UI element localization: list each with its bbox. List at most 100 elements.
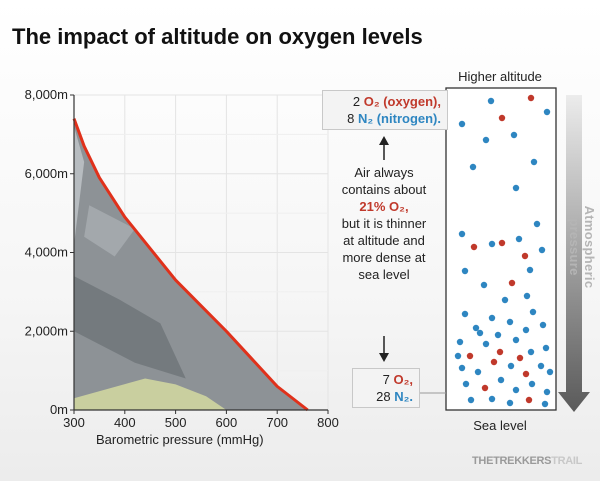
nitrogen-molecule [533,220,541,228]
oxygen-molecule [527,94,535,102]
oxygen-molecule [466,352,474,360]
mountain-fill [74,118,308,410]
oxygen-molecule [498,239,506,247]
nitrogen-molecule [467,396,475,404]
nitrogen-molecule [458,230,466,238]
nitrogen-molecule [523,292,531,300]
nitrogen-molecule [543,388,551,396]
nitrogen-molecule [542,344,550,352]
nitrogen-molecule [454,352,462,360]
nitrogen-molecule [512,184,520,192]
high-altitude-composition: 2 O₂ (oxygen), 8 N₂ (nitrogen). [322,90,448,130]
nitrogen-molecule [541,400,549,408]
x-tick-label: 300 [63,415,85,430]
atmospheric-pressure-label: Atmospheric pressure [567,205,597,289]
pressure-arrow [558,95,590,412]
explainer-text: Air always contains about 21% O₂, but it… [336,164,432,283]
n2-label-high: N₂ (nitrogen). [357,111,441,126]
nitrogen-molecule [510,131,518,139]
oxygen-molecule [522,370,530,378]
o2-count-high: 2 [352,94,361,109]
nitrogen-molecule [461,310,469,318]
nitrogen-molecule [497,376,505,384]
nitrogen-molecule [543,108,551,116]
oxygen-molecule [496,348,504,356]
y-tick-label: 8,000m [25,87,68,102]
oxygen-molecule [490,358,498,366]
arrow-up-head [379,136,389,145]
mountain-ridge [84,205,135,257]
oxygen-molecule [525,396,533,404]
nitrogen-molecule [528,380,536,388]
nitrogen-molecule [538,246,546,254]
nitrogen-molecule [507,362,515,370]
y-tick-label: 4,000m [25,245,68,260]
nitrogen-molecule [539,321,547,329]
nitrogen-molecule [476,329,484,337]
nitrogen-molecule [480,281,488,289]
brand-part1: THETREKKERS [472,455,552,467]
brand-part2: TRAIL [551,455,583,467]
mountain-silhouette [74,118,308,410]
pressure-curve [72,118,309,412]
nitrogen-molecule [546,368,554,376]
x-axis-title: Barometric pressure (mmHg) [96,432,264,447]
oxygen-molecule [516,354,524,362]
explainer-before: Air always contains about [341,165,427,197]
o2-label-high: O₂ (oxygen), [363,94,441,109]
nitrogen-molecule [512,386,520,394]
x-tick-label: 600 [216,415,238,430]
nitrogen-molecule [487,97,495,105]
nitrogen-molecule [527,348,535,356]
explainer-after: but it is thinner at altitude and more d… [341,216,427,282]
sea-level-label: Sea level [473,418,527,433]
sea-level-composition: 7 O₂, 28 N₂. [352,368,420,408]
x-tick-label: 400 [114,415,136,430]
brand-logo: THETREKKERSTRAIL [472,455,582,467]
y-tick-label: 6,000m [25,166,68,181]
nitrogen-molecule [537,362,545,370]
nitrogen-molecule [501,296,509,304]
nitrogen-molecule [522,326,530,334]
nitrogen-molecule [512,336,520,344]
nitrogen-molecule [526,266,534,274]
n2-count-sea: 28 [376,389,391,404]
y-tick-label: 2,000m [25,323,68,338]
x-tick-label: 700 [266,415,288,430]
nitrogen-molecule [494,331,502,339]
nitrogen-molecule [515,235,523,243]
axes: 300 400 500 600 700 800 0m 2,000m 4,000m 6,000m 8,… [25,87,339,430]
nitrogen-molecule [458,120,466,128]
oxygen-molecule [470,243,478,251]
molecule-box [445,87,557,411]
valley-grass [74,378,227,410]
nitrogen-molecule [506,318,514,326]
explainer-percent: 21% O₂, [359,199,409,214]
oxygen-molecule [521,252,529,260]
nitrogen-molecule [530,158,538,166]
nitrogen-molecule [472,324,480,332]
o2-label-sea: O₂, [393,372,414,387]
oxygen-molecule [508,279,516,287]
x-tick-label: 800 [317,415,339,430]
nitrogen-molecule [482,340,490,348]
nitrogen-molecule [529,308,537,316]
oxygen-molecule [481,384,489,392]
nitrogen-molecule [469,163,477,171]
nitrogen-molecule [488,395,496,403]
nitrogen-molecule [488,240,496,248]
higher-altitude-label: Higher altitude [458,69,542,84]
y-tick-label: 0m [50,402,68,417]
nitrogen-molecule [461,267,469,275]
molecules [454,94,554,408]
nitrogen-molecule [458,364,466,372]
nitrogen-molecule [488,314,496,322]
nitrogen-molecule [456,338,464,346]
page-title: The impact of altitude on oxygen levels [12,24,423,49]
arrow-down-head [379,353,389,362]
x-tick-label: 500 [165,415,187,430]
mountain-shadow [74,276,186,379]
n2-label-sea: N₂. [394,389,413,404]
nitrogen-molecule [482,136,490,144]
